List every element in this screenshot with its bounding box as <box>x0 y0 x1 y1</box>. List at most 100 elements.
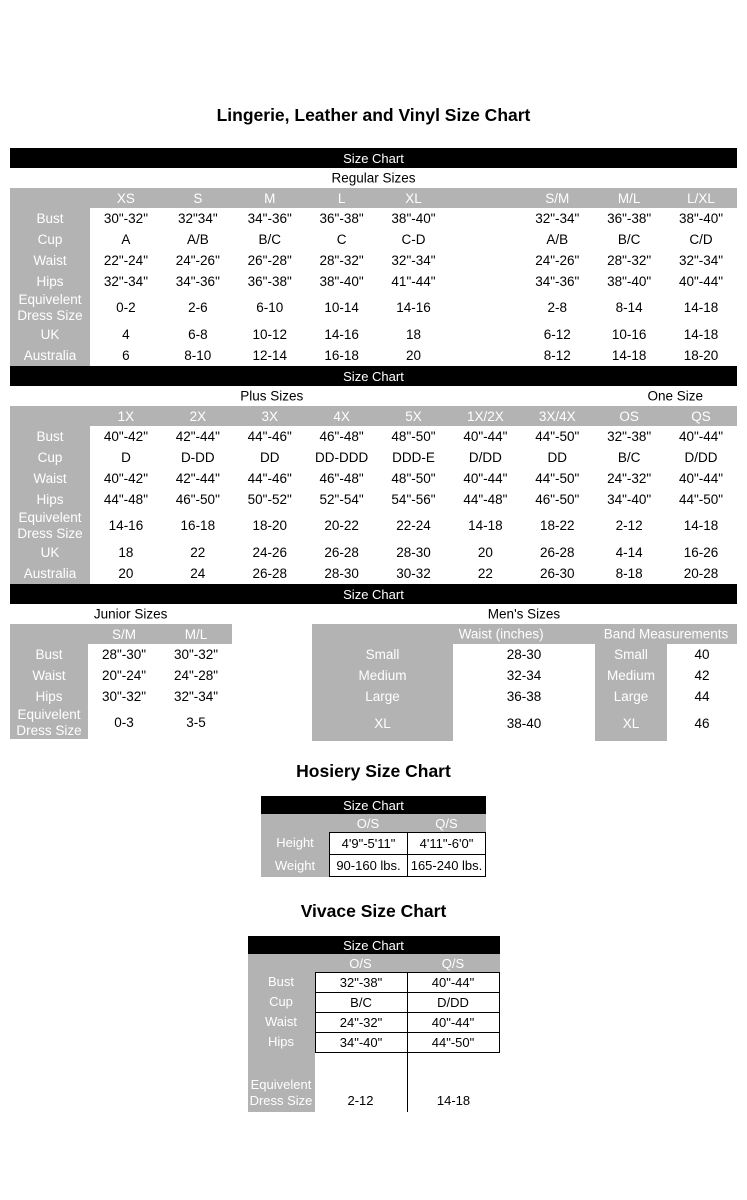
column-header: 3X/4X <box>521 406 594 426</box>
table-cell: 28-30 <box>453 644 595 665</box>
table-cell: 44"-46" <box>233 426 306 447</box>
table-cell: 46 <box>667 707 737 741</box>
junior-mens-section-row: Junior Sizes Men's Sizes <box>10 604 737 624</box>
column-header: XL <box>377 188 450 208</box>
row-label: Waist <box>247 1012 315 1032</box>
table-cell: 26-28 <box>521 542 594 563</box>
table-cell: DDD-E <box>377 447 450 468</box>
table-cell: 32"-34" <box>665 250 737 271</box>
table-cell: 42"-44" <box>161 426 234 447</box>
table-cell: 40"-44" <box>665 426 737 447</box>
section-label-regular-sizes: Regular Sizes <box>331 170 416 186</box>
table-cell: 38"-40" <box>593 271 666 292</box>
row-label: Waist <box>10 468 90 489</box>
table-cell: 165-240 lbs. <box>407 854 486 877</box>
table-cell: 50"-52" <box>233 489 306 510</box>
table-cell: 10-12 <box>233 324 306 345</box>
column-header-blank <box>449 188 522 208</box>
table-cell: 32-34 <box>453 665 595 686</box>
junior-mens-tables: S/M M/L Bust 28"-30" 30"-32" Waist 20"-24" 24"-… <box>10 624 737 741</box>
table-cell: 4'11"-6'0" <box>407 832 486 854</box>
table-cell: 8-10 <box>161 345 234 366</box>
row-label: Waist <box>10 665 88 686</box>
table-cell: 14-18 <box>449 510 522 542</box>
table-cell: 6-10 <box>233 292 306 324</box>
table-cell <box>314 1052 407 1073</box>
column-header: 5X <box>377 406 450 426</box>
table-cell: 40"-44" <box>406 972 500 992</box>
table-cell <box>449 250 522 271</box>
column-header-blank <box>261 814 329 832</box>
row-label: Small <box>312 644 453 665</box>
table-cell: 46"-48" <box>305 468 378 489</box>
table-cell: 40"-44" <box>449 426 522 447</box>
table-cell: 40 <box>667 644 737 665</box>
table-cell: 44"-48" <box>90 489 162 510</box>
vivace-title: Vivace Size Chart <box>300 901 447 921</box>
table-cell: 0-3 <box>88 707 160 739</box>
table-cell: 24"-28" <box>160 665 232 686</box>
table-cell: 40"-44" <box>665 468 737 489</box>
row-label: Hips <box>10 489 90 510</box>
section-label-junior-sizes: Junior Sizes <box>93 606 168 622</box>
row-label: Australia <box>10 563 90 584</box>
row-label <box>247 1052 315 1073</box>
table-cell: 14-16 <box>377 292 450 324</box>
column-header: M <box>233 188 306 208</box>
regular-sizes-table: XS S M L XL S/M M/L L/XL Bust 30"-32" 32"34" 34"-36… <box>10 188 737 366</box>
table-cell: 22 <box>161 542 234 563</box>
table-cell: 16-26 <box>665 542 737 563</box>
table-cell: DD-DDD <box>305 447 378 468</box>
mens-band-header: Band Measurements <box>603 626 729 642</box>
table-cell: 6-8 <box>161 324 234 345</box>
row-label: Australia <box>10 345 90 366</box>
table-cell: 14-18 <box>593 345 666 366</box>
column-header-blank <box>10 406 90 426</box>
table-cell: 44"-48" <box>449 489 522 510</box>
table-cell: 2-12 <box>593 510 666 542</box>
size-chart-bar-junior-mens: Size Chart <box>10 584 737 604</box>
table-cell: C/D <box>665 229 737 250</box>
column-header: XS <box>90 188 162 208</box>
table-cell: 38-40 <box>453 707 595 741</box>
column-header: 4X <box>305 406 378 426</box>
table-cell: 24"-32" <box>314 1012 407 1032</box>
column-header: 2X <box>161 406 234 426</box>
table-cell: C-D <box>377 229 450 250</box>
table-cell: 32"-38" <box>314 972 407 992</box>
table-cell: 28"-32" <box>305 250 378 271</box>
table-cell: 32"-34" <box>377 250 450 271</box>
row-label: XL <box>312 707 453 741</box>
size-chart-bar-label: Size Chart <box>343 797 404 813</box>
row-label: Equivelent Dress Size <box>10 292 90 324</box>
table-cell: 2-6 <box>161 292 234 324</box>
table-cell: 10-16 <box>593 324 666 345</box>
row-label: Weight <box>261 854 329 877</box>
regular-sizes-section-row: Regular Sizes <box>10 168 737 188</box>
table-cell: 36-38 <box>453 686 595 707</box>
table-cell: A <box>90 229 162 250</box>
table-cell <box>449 271 522 292</box>
table-cell: 38"-40" <box>305 271 378 292</box>
section-label-mens-sizes: Men's Sizes <box>487 606 561 622</box>
size-chart-bar-hosiery: Size Chart <box>261 796 486 814</box>
table-cell: 40"-42" <box>90 468 162 489</box>
table-cell: C <box>305 229 378 250</box>
table-cell: 28"-30" <box>88 644 160 665</box>
table-cell: 34"-36" <box>233 208 306 229</box>
row-label: Cup <box>10 229 90 250</box>
table-cell: B/C <box>314 992 407 1012</box>
table-cell: 18-22 <box>521 510 594 542</box>
vivace-table: O/S Q/S Bust 32"-38" 40"-44" Cup B/C D/DD Waist 2… <box>247 954 500 1112</box>
table-cell: 6-12 <box>521 324 594 345</box>
table-cell: 26"-28" <box>233 250 306 271</box>
table-cell: 16-18 <box>305 345 378 366</box>
column-header-blank <box>247 954 315 972</box>
size-chart-bar-regular: Size Chart <box>10 148 737 168</box>
table-cell: 8-18 <box>593 563 666 584</box>
row-label: Medium <box>312 665 453 686</box>
table-cell: 34"-36" <box>521 271 594 292</box>
hosiery-size-chart: Size Chart O/S Q/S Height 4'9"-5'11" 4'11"-6… <box>261 796 486 877</box>
table-cell: 46"-48" <box>305 426 378 447</box>
column-header: S/M <box>88 624 160 644</box>
